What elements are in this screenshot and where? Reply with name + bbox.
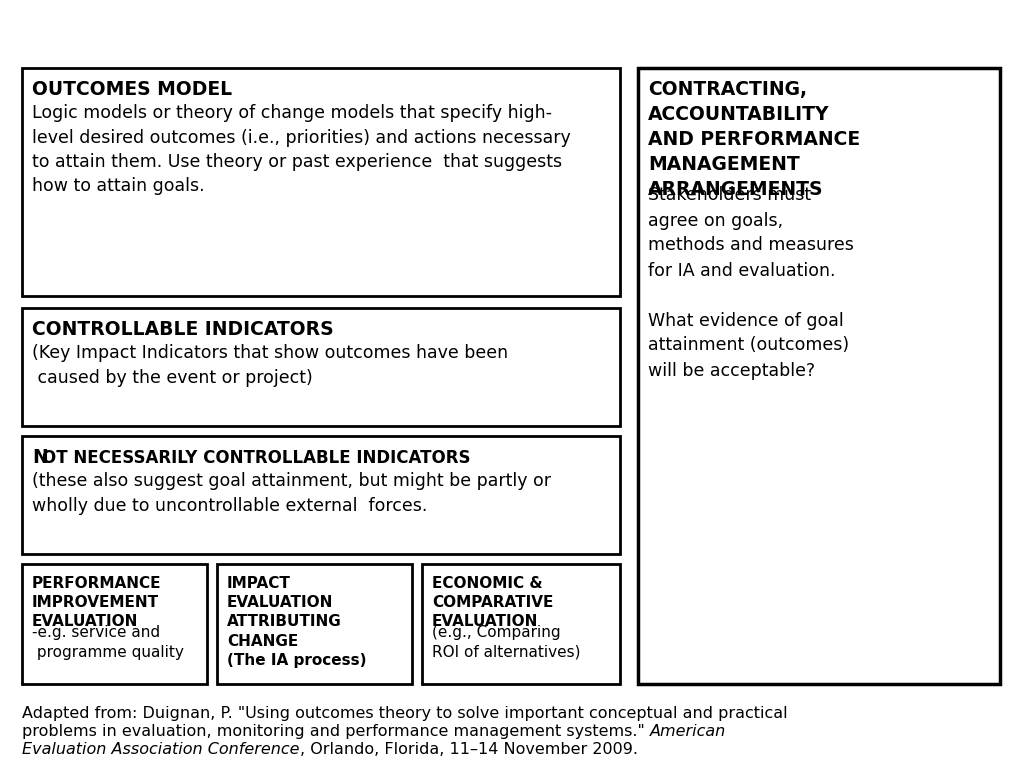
Text: problems in evaluation, monitoring and performance management systems.": problems in evaluation, monitoring and p…: [22, 724, 650, 739]
Text: IMPACT
EVALUATION
ATTRIBUTING
CHANGE
(The IA process): IMPACT EVALUATION ATTRIBUTING CHANGE (Th…: [227, 576, 367, 668]
Text: Adapted from: Duignan, P. "Using outcomes theory to solve important conceptual a: Adapted from: Duignan, P. "Using outcome…: [22, 706, 787, 721]
Text: (these also suggest goal attainment, but might be partly or
wholly due to uncont: (these also suggest goal attainment, but…: [32, 472, 551, 515]
Bar: [22, 564, 207, 684]
Text: (e.g., Comparing
ROI of alternatives): (e.g., Comparing ROI of alternatives): [432, 624, 581, 660]
Text: CONTRACTING,
ACCOUNTABILITY
AND PERFORMANCE
MANAGEMENT
ARRANGEMENTS: CONTRACTING, ACCOUNTABILITY AND PERFORMA…: [648, 80, 860, 199]
Text: OT NECESSARILY CONTROLLABLE INDICATORS: OT NECESSARILY CONTROLLABLE INDICATORS: [42, 449, 470, 467]
Bar: [22, 68, 620, 296]
Bar: [22, 308, 620, 426]
Bar: [422, 564, 620, 684]
Text: Evaluation Association Conference: Evaluation Association Conference: [22, 742, 299, 757]
Text: , Orlando, Florida, 11–14 November 2009.: , Orlando, Florida, 11–14 November 2009.: [299, 742, 638, 757]
Text: PERFORMANCE
IMPROVEMENT
EVALUATION: PERFORMANCE IMPROVEMENT EVALUATION: [32, 576, 162, 630]
Bar: [22, 436, 620, 554]
Text: -e.g. service and
 programme quality: -e.g. service and programme quality: [32, 624, 184, 660]
Bar: [217, 564, 412, 684]
Bar: [638, 68, 1000, 684]
Text: (Key Impact Indicators that show outcomes have been
 caused by the event or proj: (Key Impact Indicators that show outcome…: [32, 344, 508, 386]
Text: Logic models or theory of change models that specify high-
level desired outcome: Logic models or theory of change models …: [32, 104, 570, 195]
Text: OUTCOMES MODEL: OUTCOMES MODEL: [32, 80, 232, 99]
Text: N: N: [32, 448, 48, 467]
Text: CONTROLLABLE INDICATORS: CONTROLLABLE INDICATORS: [32, 320, 334, 339]
Text: American: American: [650, 724, 726, 739]
Text: Stakeholders must
agree on goals,
methods and measures
for IA and evaluation.

W: Stakeholders must agree on goals, method…: [648, 187, 854, 379]
Text: ECONOMIC &
COMPARATIVE
EVALUATION: ECONOMIC & COMPARATIVE EVALUATION: [432, 576, 553, 630]
